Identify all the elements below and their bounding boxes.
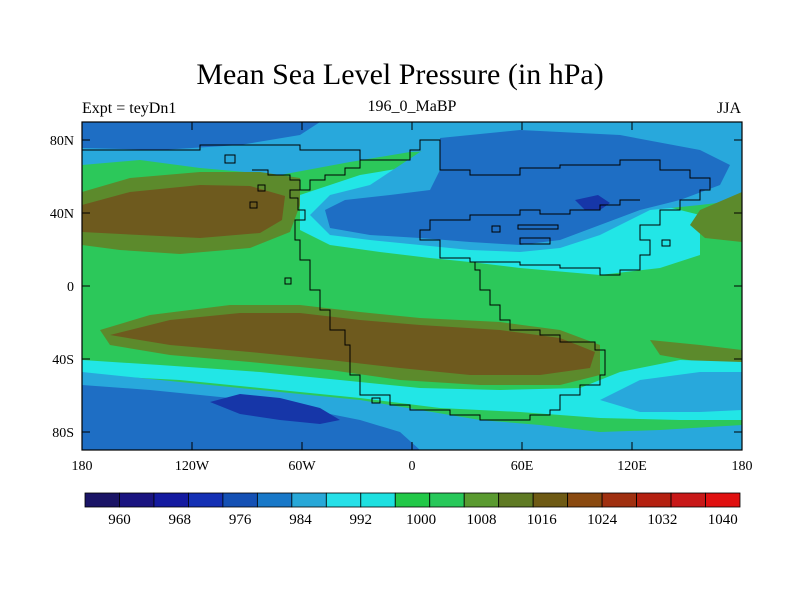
island-4 bbox=[284, 277, 292, 285]
colorbar-swatch bbox=[498, 492, 534, 508]
colorbar-swatch bbox=[670, 492, 706, 508]
colorbar-swatch bbox=[601, 492, 637, 508]
colorbar-swatch bbox=[153, 492, 189, 508]
colorbar bbox=[84, 492, 741, 508]
field-cyan-southern-ocean bbox=[82, 360, 742, 420]
field-mid-blue-southern bbox=[82, 385, 420, 450]
field-dark-blue-north-low bbox=[575, 195, 610, 210]
y-tick-label: 80S bbox=[52, 426, 74, 441]
colorbar-swatch bbox=[222, 492, 258, 508]
colorbar-swatch bbox=[532, 492, 569, 508]
axis-ticks bbox=[81, 122, 743, 450]
island-1 bbox=[224, 154, 236, 164]
colorbar-swatch bbox=[429, 492, 465, 508]
colorbar-swatch bbox=[567, 492, 603, 508]
island-3 bbox=[249, 201, 258, 209]
island-5 bbox=[371, 397, 381, 404]
coastline-pangaea-west bbox=[252, 169, 606, 421]
x-tick-label: 120W bbox=[175, 459, 210, 474]
field-mid-blue-north-low bbox=[325, 130, 730, 245]
colorbar-label: 1040 bbox=[708, 512, 738, 528]
island-6 bbox=[491, 225, 501, 233]
colorbar-label: 1016 bbox=[527, 512, 558, 528]
colorbar-swatch bbox=[360, 492, 396, 508]
colorbar-swatch bbox=[394, 492, 431, 508]
colorbar-swatch bbox=[84, 492, 120, 508]
colorbar-label: 976 bbox=[229, 512, 252, 528]
chart-title: Mean Sea Level Pressure (in hPa) bbox=[196, 58, 604, 91]
island-2 bbox=[257, 184, 266, 192]
colorbar-label: 960 bbox=[108, 512, 131, 528]
season-label: JJA bbox=[716, 100, 741, 117]
field-brown-north-high bbox=[82, 185, 285, 238]
age-label: 196_0_MaBP bbox=[367, 98, 457, 115]
colorbar-label: 1024 bbox=[587, 512, 618, 528]
y-tick-label: 80N bbox=[50, 134, 74, 149]
plot-area bbox=[82, 122, 742, 450]
coastline-north-atlantic bbox=[300, 160, 361, 191]
field-olive-south-east bbox=[650, 340, 742, 365]
field-dark-blue-south-low bbox=[210, 394, 340, 424]
y-axis-labels: 80N 40N 0 40S 80S bbox=[50, 134, 74, 441]
colorbar-label: 968 bbox=[169, 512, 192, 528]
x-tick-label: 120E bbox=[617, 459, 647, 474]
x-tick-label: 180 bbox=[72, 459, 93, 474]
x-tick-label: 60E bbox=[511, 459, 534, 474]
colorbar-swatch bbox=[291, 492, 327, 508]
colorbar-label: 992 bbox=[350, 512, 373, 528]
y-tick-label: 40S bbox=[52, 353, 74, 368]
colorbar-labels: 960 968 976 984 992 1000 1008 1016 1024 1032 1040 bbox=[108, 512, 738, 528]
x-tick-label: 0 bbox=[409, 459, 416, 474]
colorbar-swatch bbox=[256, 492, 293, 508]
y-tick-label: 40N bbox=[50, 207, 74, 222]
x-tick-label: 60W bbox=[288, 459, 316, 474]
colorbar-swatch bbox=[463, 492, 500, 508]
colorbar-swatch bbox=[188, 492, 224, 508]
colorbar-swatch bbox=[119, 492, 155, 508]
x-axis-labels: 180 120W 60W 0 60E 120E 180 bbox=[72, 459, 753, 474]
field-olive-east-high bbox=[690, 192, 742, 242]
y-tick-label: 0 bbox=[67, 280, 74, 295]
colorbar-label: 1008 bbox=[466, 512, 496, 528]
x-tick-label: 180 bbox=[732, 459, 753, 474]
field-mid-blue-arctic bbox=[82, 122, 320, 150]
colorbar-swatch bbox=[705, 492, 741, 508]
coastline-north-east bbox=[82, 139, 711, 276]
island-7 bbox=[519, 237, 551, 245]
colorbar-label: 1032 bbox=[647, 512, 677, 528]
island-8 bbox=[661, 239, 671, 247]
field-light-blue-south-east bbox=[600, 372, 742, 412]
colorbar-swatch bbox=[636, 492, 672, 508]
colorbar-swatch bbox=[325, 492, 362, 508]
colorbar-label: 984 bbox=[289, 512, 312, 528]
experiment-label: Expt = teyDn1 bbox=[82, 100, 177, 117]
field-brown-south-high bbox=[110, 313, 595, 375]
colorbar-label: 1000 bbox=[406, 512, 436, 528]
island-9 bbox=[517, 224, 559, 230]
coastline bbox=[82, 139, 711, 421]
